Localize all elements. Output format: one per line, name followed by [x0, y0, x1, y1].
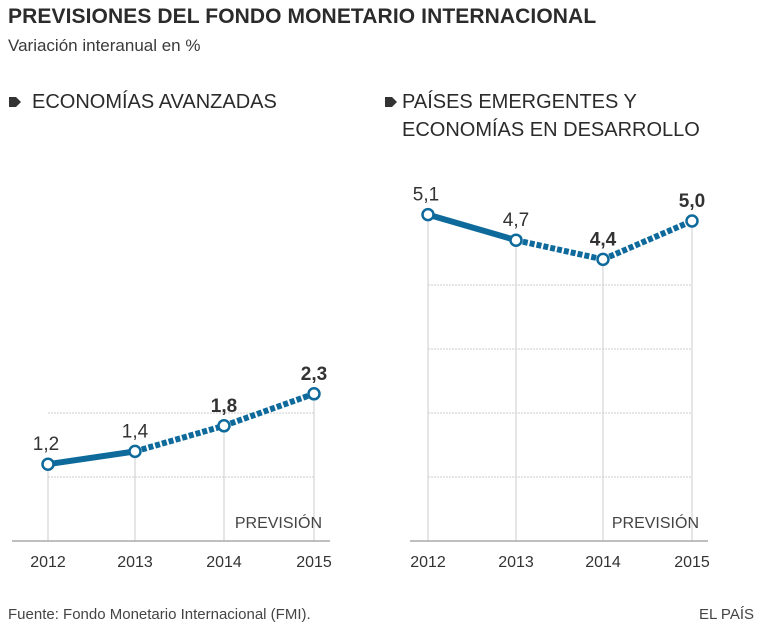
data-label: 1,8: [211, 396, 237, 417]
data-label: 4,4: [590, 229, 617, 250]
panel-title-emerging: PAÍSES EMERGENTES Y ECONOMÍAS EN DESARRO…: [384, 88, 700, 144]
data-point: [41, 457, 55, 471]
chart-subtitle: Variación interanual en %: [8, 36, 201, 55]
panel-title-text-line2: ECONOMÍAS EN DESARROLLO: [402, 119, 700, 141]
x-tick-label: 2015: [674, 554, 710, 571]
actual-line-segment: [47, 448, 136, 468]
panel-title-text-line1: PAÍSES EMERGENTES Y: [402, 91, 637, 113]
x-tick-label: 2015: [296, 554, 332, 571]
x-tick-label: 2014: [206, 554, 242, 571]
bullet-arrow-icon: [385, 97, 397, 107]
data-point: [685, 214, 699, 228]
data-point: [421, 207, 435, 222]
forecast-label: PREVISIÓN: [235, 513, 322, 532]
data-label: 5,0: [679, 191, 705, 212]
panel-title-advanced: ECONOMÍAS AVANZADAS: [8, 88, 277, 116]
data-point: [217, 419, 231, 433]
panel-title-text: ECONOMÍAS AVANZADAS: [32, 91, 277, 113]
data-label: 4,7: [503, 210, 529, 231]
forecast-line-segment: [601, 218, 694, 263]
bullet-arrow-icon: [9, 97, 21, 107]
data-point: [128, 444, 142, 459]
source-note: Fuente: Fondo Monetario Internacional (F…: [8, 606, 311, 623]
x-tick-label: 2013: [498, 554, 534, 571]
data-point: [509, 233, 523, 247]
forecast-line-segment: [134, 422, 225, 455]
x-tick-label: 2013: [117, 554, 153, 571]
brand-label: EL PAÍS: [698, 606, 754, 623]
x-tick-label: 2012: [410, 554, 446, 571]
data-point: [307, 387, 321, 401]
data-point: [596, 252, 610, 267]
data-label: 1,4: [122, 421, 149, 442]
data-label: 5,1: [413, 185, 439, 206]
chart-title: PREVISIONES DEL FONDO MONETARIO INTERNAC…: [8, 5, 597, 28]
x-tick-label: 2012: [30, 554, 66, 571]
x-tick-label: 2014: [585, 554, 621, 571]
data-label: 1,2: [33, 434, 59, 455]
actual-line-segment: [427, 211, 517, 244]
forecast-line-segment: [222, 390, 316, 429]
data-label: 2,3: [301, 364, 327, 385]
forecast-label: PREVISIÓN: [612, 513, 699, 532]
forecast-line-segment: [515, 237, 604, 263]
